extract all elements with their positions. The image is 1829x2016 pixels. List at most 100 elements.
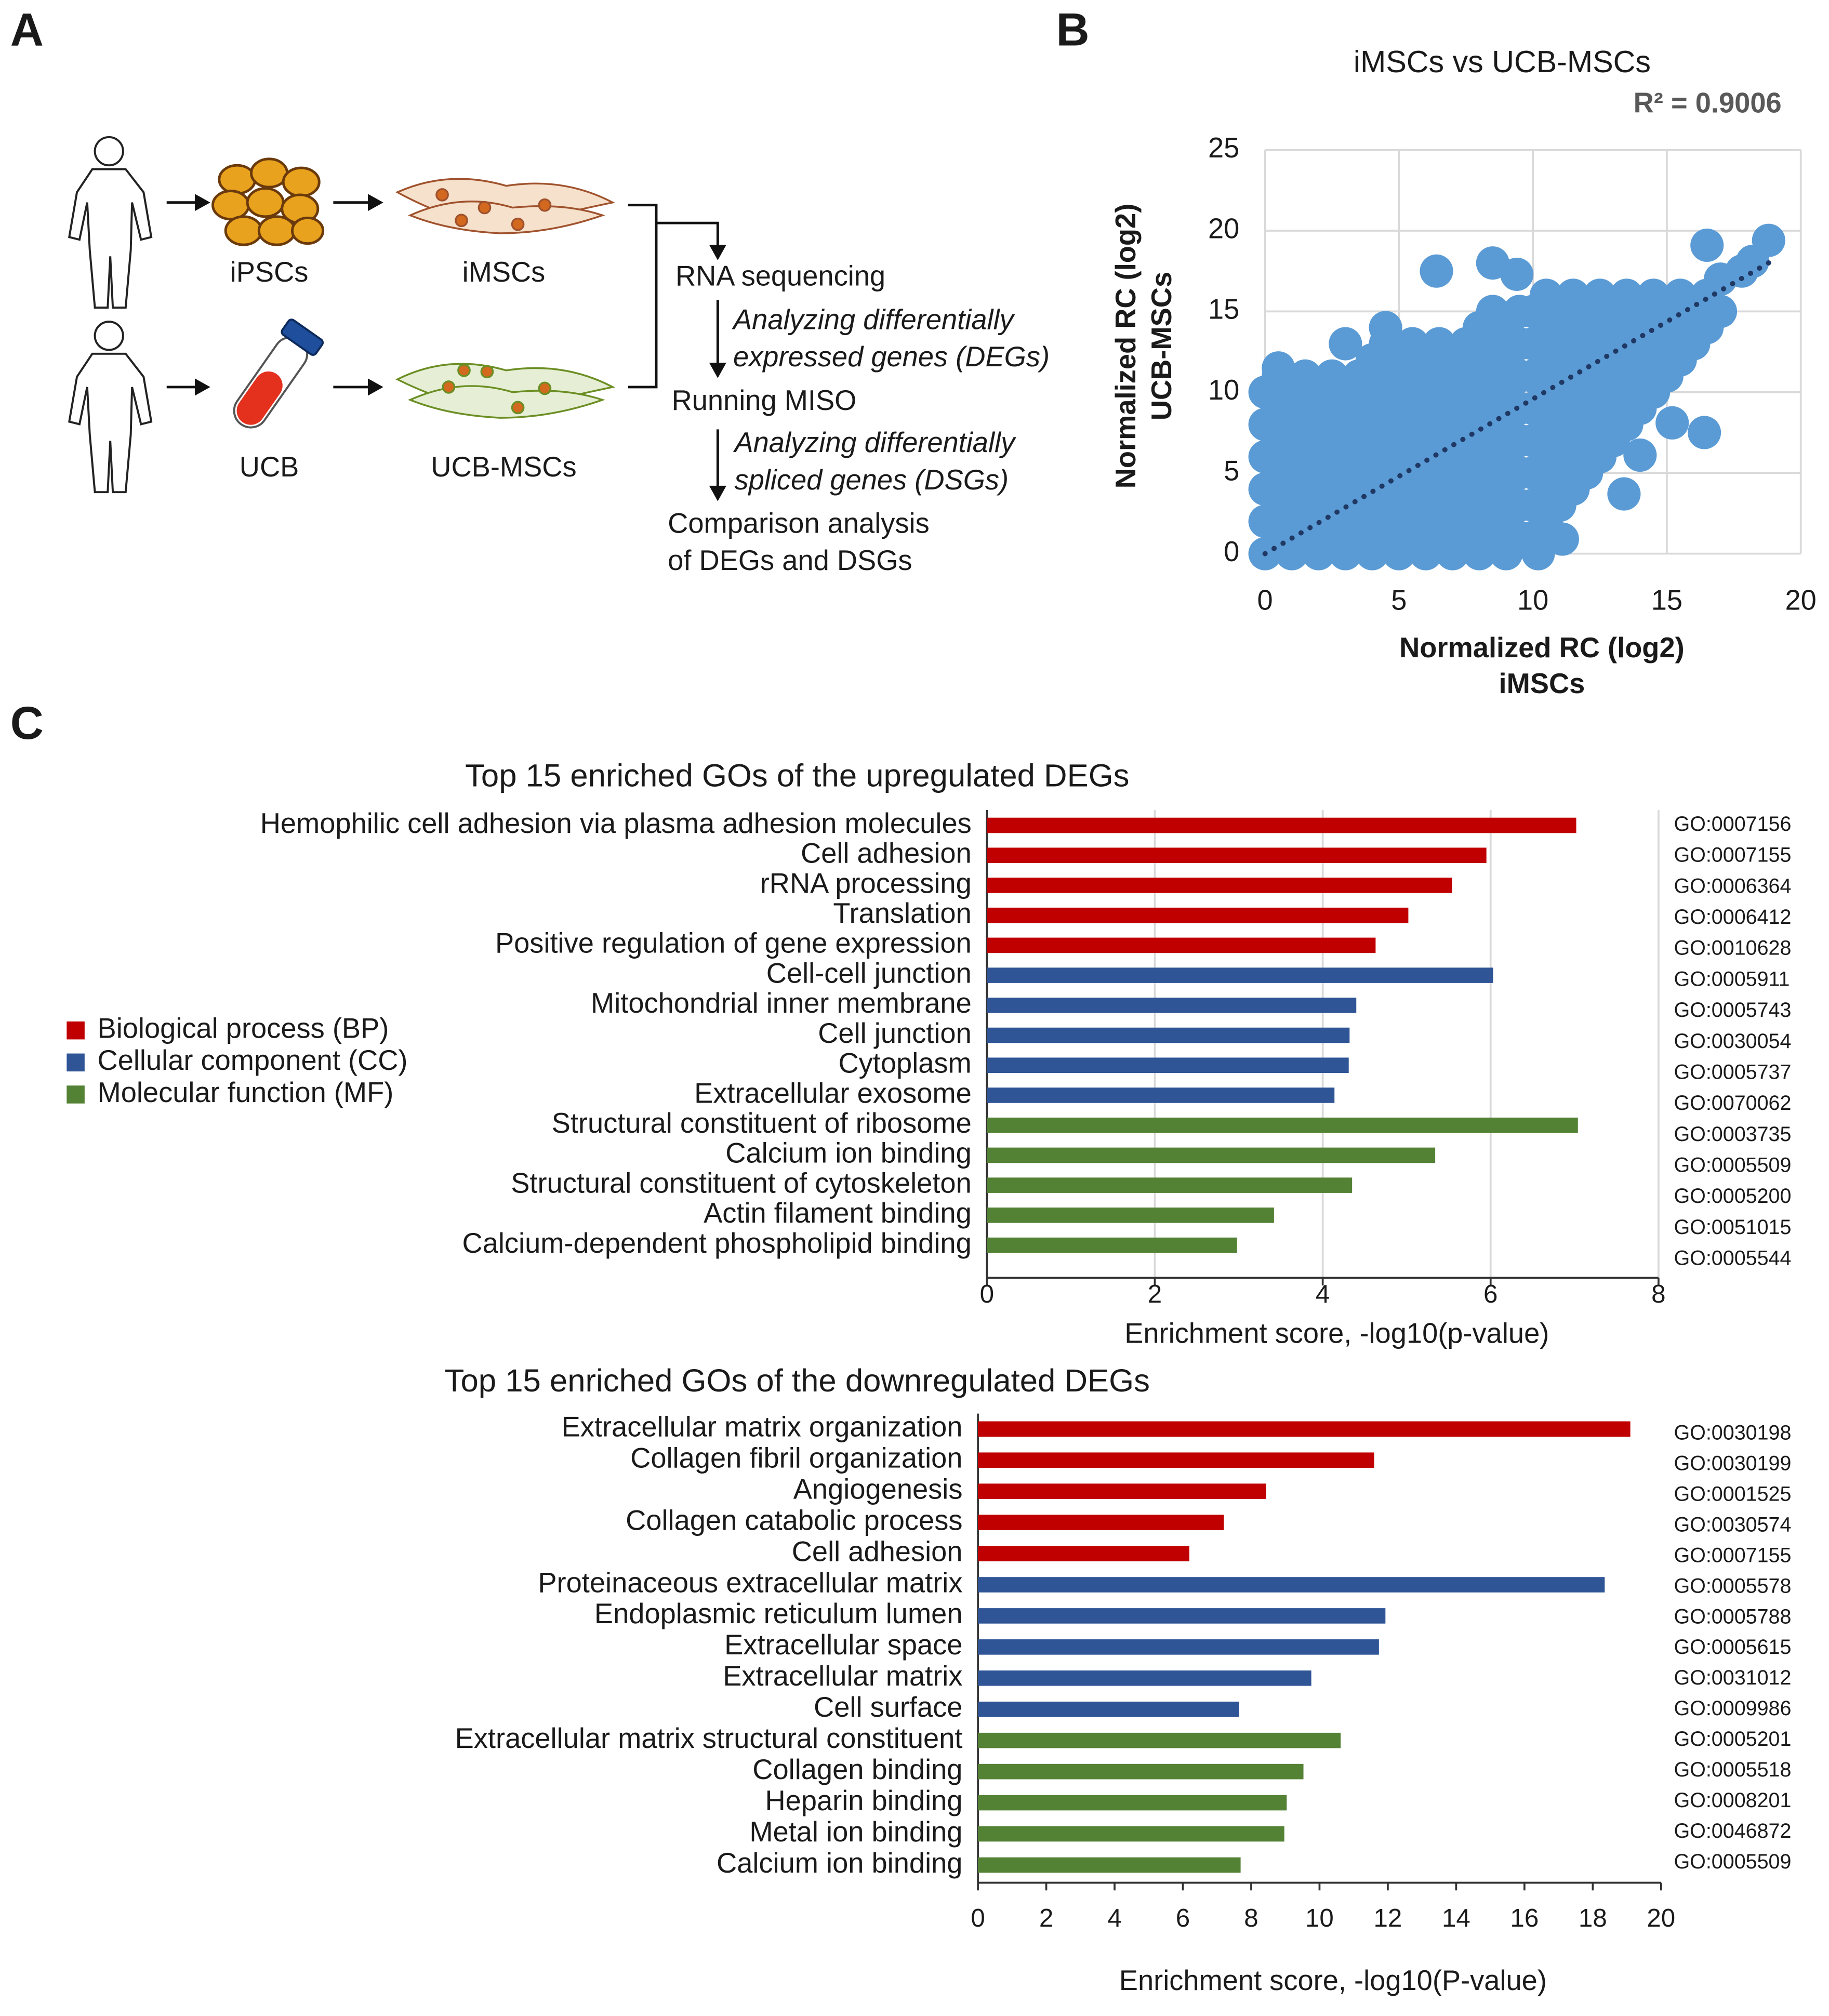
point	[1556, 278, 1590, 312]
step-note: expressed genes (DEGs)	[733, 341, 1050, 373]
y-tick-label: Angiogenesis	[793, 1474, 963, 1505]
y-tick-label: Calcium ion binding	[717, 1848, 962, 1879]
point	[1288, 359, 1322, 393]
point	[1315, 488, 1349, 522]
y-tick-label: Extracellular space	[724, 1629, 962, 1661]
y-tick-label: 15	[1208, 294, 1239, 325]
point	[1342, 391, 1376, 425]
y-tick-label: Heparin binding	[765, 1785, 962, 1816]
point	[1369, 456, 1402, 490]
point	[1529, 407, 1563, 442]
point	[1342, 423, 1376, 458]
ipsc-cluster	[211, 157, 325, 246]
point	[1503, 391, 1536, 425]
go-id: GO:0030199	[1674, 1452, 1791, 1475]
y-tick-label: Endoplasmic reticulum lumen	[594, 1598, 963, 1629]
cell-label: UCB	[240, 452, 299, 483]
point	[1503, 488, 1536, 522]
trendline	[1262, 257, 1777, 556]
point	[1449, 423, 1483, 458]
cell-label: iPSCs	[230, 257, 309, 288]
point	[1315, 423, 1349, 458]
point	[1476, 327, 1509, 361]
go-id: GO:0005201	[1674, 1728, 1791, 1750]
chart-title: Top 15 enriched GOs of the downregulated…	[445, 1363, 1150, 1399]
point	[1422, 391, 1456, 425]
bar	[978, 1577, 1605, 1593]
point	[1637, 278, 1671, 312]
point	[1422, 521, 1456, 554]
point	[1637, 343, 1671, 377]
point	[1545, 522, 1579, 556]
go-id: GO:0006412	[1674, 906, 1791, 929]
point	[1529, 343, 1563, 377]
point	[1583, 311, 1617, 344]
point	[1476, 423, 1509, 458]
point	[1288, 521, 1322, 554]
bar	[987, 967, 1493, 983]
bar	[978, 1763, 1304, 1780]
annotation: R² = 0.9006	[1634, 88, 1782, 119]
y-tick-label: Extracellular matrix	[723, 1661, 962, 1692]
point	[1449, 327, 1483, 361]
point	[1503, 295, 1536, 328]
go-id: GO:0009986	[1674, 1697, 1791, 1720]
go-id: GO:0007155	[1674, 1544, 1791, 1567]
point	[1396, 327, 1429, 361]
point	[1521, 537, 1555, 571]
go-id: GO:0007156	[1674, 813, 1791, 835]
x-tick-label: 20	[1785, 585, 1816, 616]
point	[1529, 278, 1563, 312]
y-tick-label: Extracellular matrix structural constitu…	[455, 1723, 963, 1754]
bar	[978, 1483, 1266, 1499]
point	[1342, 521, 1376, 554]
point	[1262, 521, 1295, 554]
point	[1623, 438, 1657, 472]
y-tick-label: Cell-cell junction	[766, 958, 972, 989]
point	[1342, 359, 1376, 393]
point	[1690, 311, 1724, 344]
y-tick-label: Collagen catabolic process	[626, 1505, 962, 1536]
y-tick-label: Cell adhesion	[792, 1536, 963, 1567]
y-tick-label: Structural constituent of ribosome	[552, 1108, 972, 1139]
bar	[978, 1515, 1224, 1530]
y-tick-label: Cell adhesion	[801, 838, 972, 869]
y-tick-label: Proteinaceous extracellular matrix	[538, 1567, 962, 1598]
go-id: GO:0005509	[1674, 1850, 1791, 1873]
go-id: GO:0003735	[1674, 1123, 1791, 1146]
point	[1583, 407, 1617, 442]
step-note: Analyzing differentially	[733, 427, 1016, 458]
x-tick-label: 15	[1651, 585, 1682, 616]
y-tick-label: Extracellular exosome	[694, 1078, 972, 1109]
step-label: Comparison analysis	[668, 508, 930, 539]
point	[1503, 359, 1536, 393]
point	[1396, 391, 1429, 425]
x-tick-label: 0	[980, 1280, 994, 1308]
point	[1556, 375, 1590, 409]
point	[1449, 521, 1483, 554]
point	[1315, 521, 1349, 554]
y-tick-label: rRNA processing	[760, 868, 972, 899]
bar	[987, 937, 1376, 953]
point	[1369, 359, 1402, 393]
point	[1503, 327, 1536, 361]
y-tick-label: Calcium-dependent phospholipid binding	[462, 1228, 972, 1259]
x-tick-label: 8	[1651, 1280, 1665, 1308]
x-tick-label: 5	[1391, 585, 1407, 616]
cell-label: iMSCs	[462, 257, 546, 288]
point	[1610, 375, 1644, 409]
point	[1503, 456, 1536, 490]
y-tick-label: 25	[1208, 132, 1239, 164]
bar	[987, 847, 1487, 864]
bar	[987, 1057, 1349, 1073]
y-tick-label: Cell surface	[814, 1692, 962, 1723]
bar	[987, 998, 1357, 1013]
point	[1583, 278, 1617, 312]
bar	[987, 1087, 1335, 1103]
y-tick-label: Extracellular matrix organization	[562, 1412, 963, 1443]
point	[1663, 278, 1697, 312]
human-icon	[68, 321, 153, 494]
x-tick-label: 6	[1176, 1904, 1190, 1932]
cell-label: UCB-MSCs	[431, 452, 576, 483]
